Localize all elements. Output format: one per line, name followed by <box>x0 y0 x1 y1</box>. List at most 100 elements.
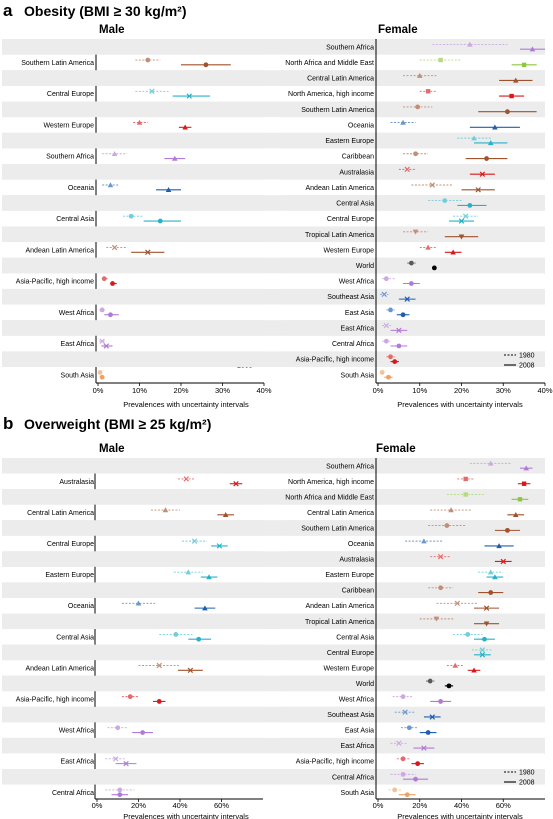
category-label: Oceania <box>348 122 374 129</box>
category-label: East Asia <box>345 310 374 317</box>
panel-a-title: Obesity (BMI ≥ 30 kg/m²) <box>24 3 187 19</box>
category-label: Eastern Europe <box>325 572 374 579</box>
x-tick-label: 0% <box>92 801 103 810</box>
point-1980 <box>412 229 419 235</box>
marker-stroke <box>187 667 194 674</box>
point-2008 <box>203 62 209 68</box>
point-1980 <box>156 662 162 669</box>
point-2008 <box>409 281 414 286</box>
x-tick-label: 30% <box>496 386 511 395</box>
category-label: East Africa <box>341 325 375 332</box>
point-1980 <box>383 276 389 282</box>
point-1980 <box>111 150 118 156</box>
category-label: Asia-Pacific, high income <box>16 697 94 704</box>
category-label: North Africa and Middle East <box>285 494 374 501</box>
category-label: Asia-Pacific, high income <box>16 279 94 286</box>
row-band <box>282 70 545 86</box>
point-1980 <box>487 569 494 575</box>
point-2008 <box>523 465 530 471</box>
category-label: Australasia <box>339 169 374 176</box>
category-label: Central Europe <box>327 650 374 657</box>
marker-stroke <box>475 187 481 193</box>
point-1980 <box>444 523 450 528</box>
x-axis-label: Prevalences with uncertainty intervals <box>397 812 523 819</box>
category-label: Central Europe <box>47 541 94 548</box>
point-1980 <box>463 476 468 482</box>
category-label: Oceania <box>348 541 374 548</box>
point-1980 <box>135 600 142 606</box>
marker-stroke <box>383 322 390 329</box>
category-label: North Africa and Middle East <box>285 60 374 67</box>
point-1980 <box>191 538 198 544</box>
category-label: Western Europe <box>324 665 375 672</box>
point-1980 <box>438 585 444 591</box>
category-label: Tropical Latin America <box>305 619 374 626</box>
legend-label-1980: 1980 <box>519 770 535 777</box>
category-label: Australasia <box>339 557 374 564</box>
category-label: West Africa <box>59 310 94 317</box>
category-label: World <box>356 263 374 270</box>
marker-stroke <box>429 714 435 720</box>
marker-stroke <box>500 558 506 565</box>
point-1980 <box>463 492 468 497</box>
legend: 1980 2008 <box>504 770 535 787</box>
marker-stroke <box>123 760 129 767</box>
panel-b-heading: b Overweight (BMI ≥ 25 kg/m²) <box>3 414 211 433</box>
point-2008 <box>431 265 437 271</box>
point-2008 <box>500 558 506 565</box>
category-label: Caribbean <box>342 588 374 595</box>
category-label: Andean Latin America <box>306 603 375 610</box>
category-label: East Africa <box>61 759 95 766</box>
row-band <box>282 257 545 274</box>
category-label: Oceania <box>68 185 94 192</box>
point-2008 <box>512 512 519 518</box>
row-band <box>282 39 545 55</box>
category-label: Southern Africa <box>326 463 374 470</box>
category-label: Asia-Pacific, high income <box>296 759 374 766</box>
point-2008 <box>202 605 208 611</box>
point-1980 <box>454 600 461 607</box>
point-1980 <box>452 662 459 668</box>
row-band <box>282 613 545 630</box>
point-1980 <box>429 182 435 188</box>
category-label: Eastern Europe <box>325 138 374 145</box>
panel-b-letter: b <box>3 414 13 433</box>
point-2008 <box>429 714 435 720</box>
x-tick-label: 20% <box>131 801 146 810</box>
point-2008 <box>117 792 123 798</box>
point-2008 <box>156 699 162 704</box>
x-tick-label: 60% <box>214 801 229 810</box>
row-band <box>282 706 545 723</box>
legend-label-2008: 2008 <box>519 363 535 370</box>
point-2008 <box>482 636 487 642</box>
x-axis-label: Prevalences with uncertainty intervals <box>397 400 523 409</box>
row-band <box>282 351 545 368</box>
x-tick-label: 40% <box>454 801 469 810</box>
point-2008 <box>206 574 212 580</box>
point-1980 <box>448 507 454 513</box>
point-1980 <box>400 119 406 125</box>
chart-b-female: Female 0% 20% 40% 60% Prevalences with uncert… <box>2 443 545 819</box>
category-label: Southern Latin America <box>301 107 374 114</box>
category-label: East Africa <box>61 341 95 348</box>
marker-stroke <box>112 756 119 762</box>
category-label: Southern Africa <box>326 44 374 51</box>
point-1980 <box>145 57 151 63</box>
point-1980 <box>433 616 440 622</box>
row-band <box>282 582 545 598</box>
category-label: North America, high income <box>288 91 374 98</box>
point-2008 <box>496 543 502 549</box>
chart-title: Male <box>99 24 125 36</box>
point-1980 <box>471 135 477 141</box>
x-tick-label: 20% <box>173 386 188 395</box>
category-label: Southern Latin America <box>301 525 374 532</box>
point-1980 <box>383 322 390 329</box>
point-2008 <box>467 203 473 208</box>
row-band <box>282 226 545 243</box>
marker-stroke <box>381 291 387 298</box>
category-label: World <box>356 681 374 688</box>
point-1980 <box>99 338 105 344</box>
point-1980 <box>409 260 414 266</box>
point-2008 <box>446 683 452 689</box>
category-label: Central Asia <box>336 201 374 208</box>
